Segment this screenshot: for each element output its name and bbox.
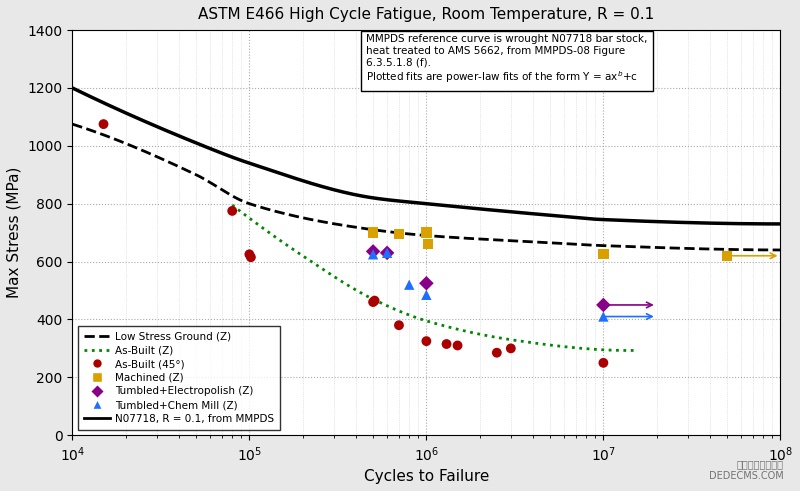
Point (597, 359, 610, 367)
Title: ASTM E466 High Cycle Fatigue, Room Temperature, R = 0.1: ASTM E466 High Cycle Fatigue, Room Tempe… (198, 7, 654, 22)
Point (451, 342, 464, 350)
Point (597, 313, 610, 321)
Point (366, 298, 379, 306)
Text: 织梦内容管理系统
DEDECMS.COM: 织梦内容管理系统 DEDECMS.COM (710, 460, 784, 481)
Point (490, 349, 503, 356)
Point (420, 279, 433, 287)
Point (420, 337, 433, 345)
Point (381, 249, 394, 257)
Point (420, 229, 433, 237)
Text: MMPDS reference curve is wrought N07718 bar stock,
heat treated to AMS 5662, fro: MMPDS reference curve is wrought N07718 … (366, 34, 647, 85)
Point (366, 250, 379, 258)
Point (97, 120, 110, 128)
Point (366, 247, 379, 255)
Point (245, 253, 258, 261)
Point (403, 281, 416, 289)
Point (366, 229, 379, 237)
Point (226, 207, 238, 215)
X-axis label: Cycles to Failure: Cycles to Failure (364, 469, 489, 484)
Point (597, 250, 610, 258)
Point (721, 252, 734, 260)
Legend: Low Stress Ground (Z), As-Built (Z), As-Built (45°), Machined (Z), Tumbled+Elect: Low Stress Ground (Z), As-Built (Z), As-… (78, 326, 281, 430)
Point (393, 321, 406, 329)
Y-axis label: Max Stress (MPa): Max Stress (MPa) (7, 167, 22, 299)
Point (597, 301, 610, 309)
Point (243, 250, 256, 258)
Point (422, 240, 434, 248)
Point (381, 249, 394, 257)
Point (368, 297, 381, 304)
Point (393, 230, 406, 238)
Point (505, 345, 518, 353)
Point (420, 291, 433, 299)
Point (440, 340, 453, 348)
